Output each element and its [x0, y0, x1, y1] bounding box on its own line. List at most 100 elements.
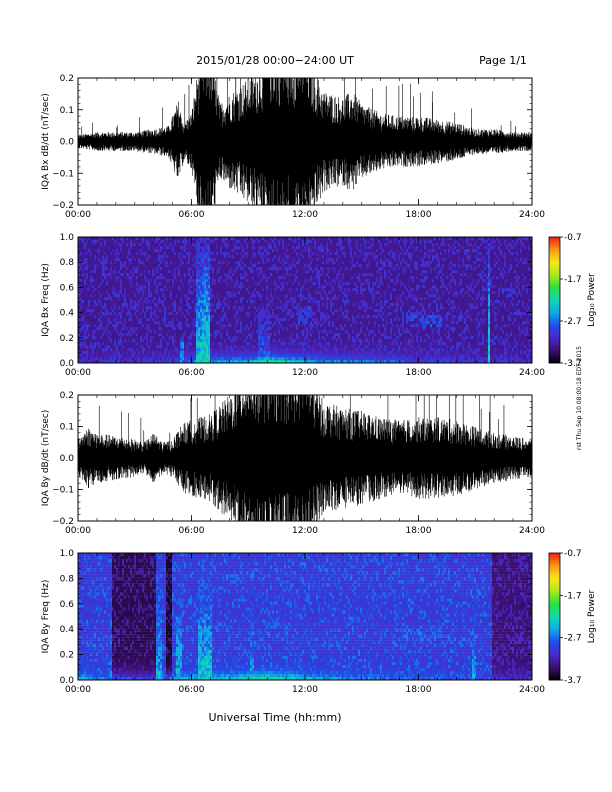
spectrogram-cell — [138, 246, 141, 250]
spectrogram-cell — [286, 237, 289, 241]
spectrogram-cell — [304, 324, 307, 328]
spectrogram-cell — [104, 282, 107, 286]
spectrogram-cell — [210, 270, 213, 274]
spectrogram-cell — [144, 306, 147, 310]
spectrogram-cell — [194, 258, 197, 262]
spectrogram-cell — [268, 318, 271, 322]
spectrogram-cell — [234, 294, 237, 298]
spectrogram-cell — [190, 273, 193, 277]
spectrogram-cell — [174, 309, 177, 313]
spectrogram-cell — [212, 357, 215, 361]
spectrogram-cell — [214, 240, 217, 244]
spectrogram-cell — [198, 318, 201, 322]
spectrogram-cell — [184, 273, 187, 277]
spectrogram-cell — [288, 324, 291, 328]
spectrogram-cell — [178, 291, 181, 295]
spectrogram-cell — [194, 294, 197, 298]
spectrogram-cell — [296, 342, 299, 346]
spectrogram-cell — [220, 351, 223, 355]
spectrogram-cell — [114, 258, 117, 262]
spectrogram-cell — [264, 330, 267, 334]
spectrogram-cell — [266, 336, 269, 340]
spectrogram-cell — [90, 288, 93, 292]
spectrogram-cell — [258, 312, 261, 316]
spectrogram-cell — [234, 264, 237, 268]
spectrogram-cell — [252, 309, 255, 313]
spectrogram-cell — [228, 303, 231, 307]
spectrogram-cell — [284, 288, 287, 292]
spectrogram-cell — [92, 309, 95, 313]
spectrogram-cell — [100, 288, 103, 292]
spectrogram-cell — [234, 357, 237, 361]
spectrogram-cell — [186, 291, 189, 295]
spectrogram-cell — [278, 249, 281, 253]
spectrogram-cell — [270, 315, 273, 319]
spectrogram-cell — [112, 315, 115, 319]
spectrogram-cell — [288, 273, 291, 277]
spectrogram-cell — [176, 237, 179, 241]
spectrogram-cell — [256, 285, 259, 289]
spectrogram-cell — [216, 288, 219, 292]
spectrogram-cell — [98, 291, 101, 295]
spectrogram-cell — [86, 354, 89, 358]
spectrogram-cell — [156, 240, 159, 244]
spectrogram-cell — [106, 291, 109, 295]
spectrogram-cell — [184, 261, 187, 265]
spectrogram-cell — [296, 264, 299, 268]
spectrogram-cell — [258, 267, 261, 271]
spectrogram-cell — [150, 294, 153, 298]
spectrogram-cell — [84, 333, 87, 337]
spectrogram-cell — [236, 318, 239, 322]
spectrogram-cell — [186, 303, 189, 307]
spectrogram-cell — [222, 282, 225, 286]
spectrogram-cell — [90, 270, 93, 274]
spectrogram-cell — [124, 264, 127, 268]
spectrogram-cell — [158, 333, 161, 337]
spectrogram-cell — [256, 249, 259, 253]
spectrogram-cell — [242, 336, 245, 340]
spectrogram-cell — [236, 288, 239, 292]
spectrogram-cell — [144, 276, 147, 280]
spectrogram-cell — [92, 291, 95, 295]
spectrogram-cell — [306, 240, 309, 244]
spectrogram-cell — [308, 315, 311, 319]
spectrogram-cell — [224, 258, 227, 262]
spectrogram-cell — [166, 303, 169, 307]
spectrogram-cell — [204, 276, 207, 280]
spectrogram-cell — [294, 240, 297, 244]
spectrogram-cell — [78, 282, 81, 286]
spectrogram-cell — [254, 303, 257, 307]
spectrogram-cell — [164, 267, 167, 271]
spectrogram-cell — [302, 246, 305, 250]
spectrogram-cell — [196, 306, 199, 310]
spectrogram-cell — [260, 243, 263, 247]
spectrogram-cell — [116, 345, 119, 349]
spectrogram-cell — [86, 258, 89, 262]
spectrogram-cell — [92, 285, 95, 289]
spectrogram-cell — [228, 336, 231, 340]
spectrogram-cell — [84, 345, 87, 349]
spectrogram-cell — [142, 357, 145, 361]
spectrogram-cell — [300, 273, 303, 277]
spectrogram-cell — [294, 303, 297, 307]
spectrogram-cell — [242, 345, 245, 349]
spectrogram-cell — [96, 246, 99, 250]
spectrogram-cell — [112, 255, 115, 259]
spectrogram-cell — [288, 267, 291, 271]
spectrogram-cell — [306, 258, 309, 262]
spectrogram-cell — [306, 312, 309, 316]
spectrogram-cell — [78, 294, 81, 298]
spectrogram-cell — [130, 276, 133, 280]
spectrogram-cell — [296, 258, 299, 262]
spectrogram-cell — [178, 276, 181, 280]
spectrogram-cell — [212, 333, 215, 337]
spectrogram-cell — [262, 327, 265, 331]
spectrogram-cell — [94, 342, 97, 346]
spectrogram-cell — [140, 252, 143, 256]
spectrogram-cell — [88, 288, 91, 292]
spectrogram-cell — [208, 321, 211, 325]
spectrogram-cell — [250, 282, 253, 286]
spectrogram-cell — [134, 318, 137, 322]
spectrogram-cell — [172, 264, 175, 268]
spectrogram-cell — [212, 306, 215, 310]
